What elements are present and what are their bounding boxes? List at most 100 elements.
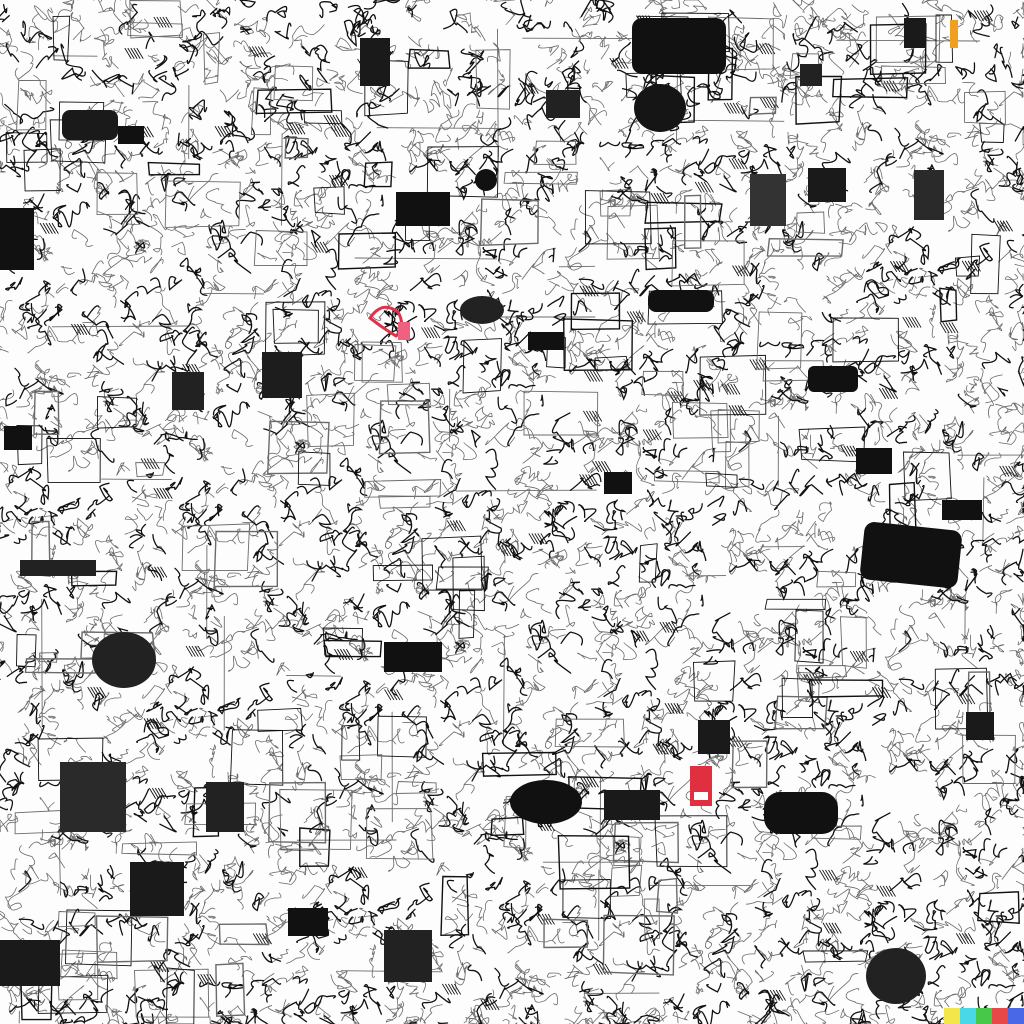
- light-sketch-stroke: [905, 746, 928, 772]
- dark-sketch-stroke: [5, 43, 20, 63]
- light-sketch-stroke: [228, 869, 254, 885]
- ink-blob: [546, 90, 580, 118]
- light-sketch-stroke: [717, 373, 738, 393]
- light-sketch-stroke: [86, 440, 99, 459]
- light-sketch-stroke: [687, 269, 708, 281]
- light-sketch-stroke: [564, 1006, 583, 1024]
- red-accent-mark: [398, 322, 410, 340]
- dark-sketch-stroke: [443, 477, 461, 498]
- light-sketch-stroke: [486, 499, 504, 520]
- light-sketch-stroke: [832, 750, 850, 766]
- light-sketch-stroke: [533, 369, 541, 381]
- light-sketch-stroke: [484, 317, 496, 340]
- light-sketch-stroke: [25, 986, 48, 1012]
- ink-blob: [130, 862, 184, 916]
- sketched-box: [365, 808, 434, 860]
- dark-sketch-stroke: [188, 330, 207, 348]
- light-sketch-stroke: [354, 499, 364, 511]
- light-sketch-stroke: [957, 976, 972, 1001]
- dark-sketch-stroke: [60, 43, 84, 78]
- light-sketch-stroke: [67, 573, 85, 610]
- light-sketch-stroke: [901, 371, 917, 384]
- light-sketch-stroke: [72, 522, 91, 539]
- red-accent-mark: [694, 792, 708, 800]
- dark-sketch-stroke: [416, 742, 445, 765]
- light-sketch-stroke: [651, 841, 666, 856]
- light-sketch-stroke: [564, 964, 584, 987]
- light-sketch-stroke: [22, 866, 34, 880]
- light-sketch-stroke: [663, 771, 674, 786]
- light-sketch-stroke: [804, 717, 816, 740]
- light-sketch-stroke: [689, 404, 709, 419]
- light-sketch-stroke: [64, 601, 85, 623]
- light-sketch-stroke: [408, 141, 420, 175]
- dark-sketch-stroke: [226, 382, 242, 393]
- dark-sketch-stroke: [863, 355, 897, 374]
- dark-sketch-stroke: [1012, 535, 1024, 545]
- light-sketch-stroke: [336, 37, 352, 50]
- light-sketch-stroke: [590, 517, 613, 535]
- dark-sketch-stroke: [477, 760, 501, 778]
- light-sketch-stroke: [104, 692, 122, 707]
- light-sketch-stroke: [758, 906, 771, 931]
- light-sketch-stroke: [204, 530, 216, 542]
- construction-line: [279, 849, 314, 852]
- dark-sketch-stroke: [349, 1005, 358, 1022]
- light-sketch-stroke: [48, 715, 56, 719]
- dark-sketch-stroke: [551, 508, 578, 530]
- construction-line: [982, 477, 985, 541]
- light-sketch-stroke: [405, 0, 422, 22]
- light-sketch-stroke: [331, 716, 348, 740]
- dark-sketch-stroke: [280, 506, 297, 523]
- dark-sketch-stroke: [338, 631, 358, 642]
- hatching-stroke: [993, 220, 1013, 232]
- light-sketch-stroke: [874, 484, 886, 503]
- light-sketch-stroke: [422, 658, 454, 678]
- dark-sketch-stroke: [999, 46, 1013, 78]
- light-sketch-stroke: [106, 341, 119, 355]
- sketched-box: [903, 451, 952, 502]
- light-sketch-stroke: [435, 434, 460, 464]
- light-sketch-stroke: [331, 441, 346, 456]
- dark-sketch-stroke: [417, 304, 437, 323]
- dark-sketch-stroke: [118, 3, 139, 35]
- light-sketch-stroke: [135, 383, 145, 401]
- sketched-box: [724, 441, 750, 490]
- light-sketch-stroke: [143, 611, 153, 623]
- sketched-box: [731, 740, 768, 789]
- light-sketch-stroke: [741, 949, 773, 965]
- sketched-box: [638, 543, 658, 583]
- sketched-box: [643, 898, 660, 940]
- light-sketch-stroke: [995, 970, 1015, 1004]
- light-sketch-stroke: [622, 617, 634, 625]
- light-sketch-stroke: [806, 899, 824, 920]
- dark-sketch-stroke: [218, 703, 236, 715]
- light-sketch-stroke: [194, 299, 204, 311]
- dark-sketch-stroke: [237, 833, 257, 848]
- dark-sketch-stroke: [561, 713, 578, 735]
- dark-sketch-stroke: [261, 977, 282, 1003]
- dark-sketch-stroke: [616, 877, 641, 895]
- light-sketch-stroke: [1022, 43, 1024, 59]
- dark-sketch-stroke: [372, 604, 387, 628]
- dark-sketch-stroke: [346, 465, 365, 489]
- light-sketch-stroke: [931, 443, 945, 454]
- light-sketch-stroke: [297, 744, 306, 774]
- light-sketch-stroke: [1008, 322, 1024, 341]
- light-sketch-stroke: [200, 491, 215, 508]
- light-sketch-stroke: [933, 153, 959, 166]
- sketched-box: [458, 590, 476, 639]
- dark-sketch-stroke: [292, 623, 305, 633]
- light-sketch-stroke: [846, 912, 861, 921]
- light-sketch-stroke: [442, 481, 463, 506]
- light-sketch-stroke: [358, 544, 381, 569]
- light-sketch-stroke: [590, 344, 605, 355]
- light-sketch-stroke: [295, 762, 311, 781]
- dark-sketch-stroke: [18, 280, 50, 312]
- dark-sketch-stroke: [312, 513, 332, 530]
- light-sketch-stroke: [326, 69, 339, 81]
- dark-sketch-stroke: [664, 407, 675, 436]
- dark-sketch-stroke: [173, 177, 186, 187]
- dark-sketch-stroke: [865, 279, 890, 296]
- sketched-box: [181, 523, 251, 572]
